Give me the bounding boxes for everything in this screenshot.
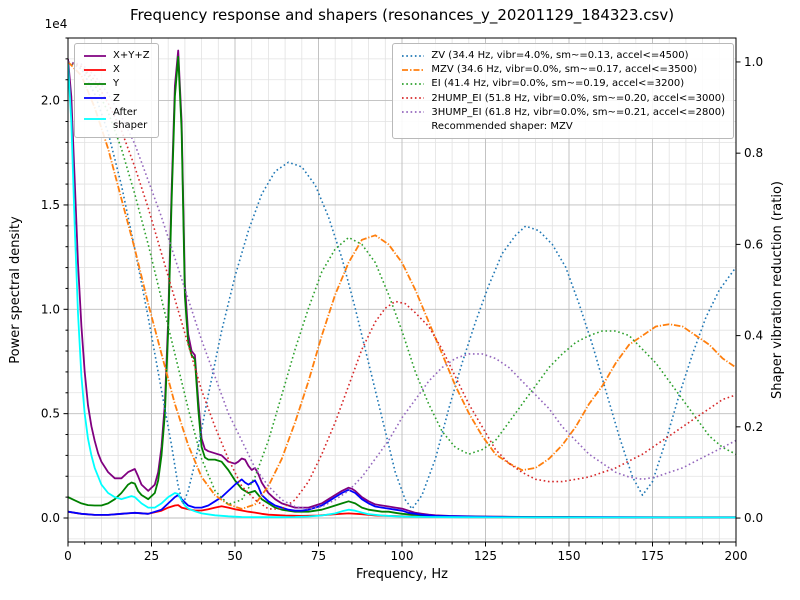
legend-label-zv: ZV (34.4 Hz, vibr=4.0%, sm~=0.13, accel<…	[431, 50, 689, 61]
curve-zv	[68, 61, 736, 510]
y-left-tick-label: 1.5	[41, 198, 60, 212]
legend-label-after-shaper: After shaper	[113, 106, 148, 131]
legend-item-z: Z	[83, 92, 150, 105]
legend-item-y: Y	[83, 77, 150, 90]
legend-label-3hump-ei: 3HUMP_EI (61.8 Hz, vibr=0.0%, sm~=0.21, …	[431, 106, 725, 118]
y-left-tick-label: 2.0	[41, 94, 60, 108]
y-left-offset-text: 1e4	[45, 17, 68, 31]
legend-label-z: Z	[113, 92, 120, 104]
legend-shapers: ZV (34.4 Hz, vibr=4.0%, sm~=0.13, accel<…	[392, 43, 734, 140]
x-line-sample	[84, 68, 106, 71]
y-line-sample	[84, 83, 106, 85]
x-axis-label: Frequency, Hz	[356, 567, 448, 582]
legend-item-xyz: X+Y+Z	[83, 49, 150, 62]
mzv-line-sample	[402, 68, 425, 71]
curve-x+y+z	[68, 49, 736, 519]
y-right-tick-label: 0.6	[744, 237, 763, 251]
x-tick-label: 25	[144, 549, 159, 563]
legend-spacer	[401, 122, 425, 132]
y-left-axis-label: Power spectral density	[8, 216, 23, 364]
legend-item-2hump-ei: 2HUMP_EI (51.8 Hz, vibr=0.0%, sm~=0.20, …	[401, 92, 725, 105]
curve-y	[68, 55, 736, 519]
legend-label-x: X	[113, 64, 120, 76]
legend-item-zv: ZV (34.4 Hz, vibr=4.0%, sm~=0.13, accel<…	[401, 49, 725, 62]
x-tick-label: 0	[64, 549, 72, 563]
curve-3hump-ei	[68, 61, 736, 510]
y-right-tick-label: 0.0	[744, 511, 763, 525]
2hump-ei-line-sample	[402, 97, 425, 100]
y-left-tick-label: 1.0	[41, 302, 60, 316]
x-tick-label: 200	[725, 549, 748, 563]
curve-after-shaper	[68, 62, 736, 519]
legend-item-x: X	[83, 63, 150, 76]
xyz-line-sample	[84, 54, 106, 57]
x-tick-label: 50	[227, 549, 242, 563]
legend-item-3hump-ei: 3HUMP_EI (61.8 Hz, vibr=0.0%, sm~=0.21, …	[401, 106, 725, 119]
tick-labels: 0 25 50 75 100 125 150 175 200 0.0 0.5 1.0 1.5 2.0 0.0…	[41, 55, 763, 563]
zv-line-sample	[402, 54, 425, 57]
curve-z	[68, 478, 736, 519]
ei-line-sample	[402, 83, 425, 85]
curves	[68, 49, 736, 519]
legend-label-recommended-shaper: Recommended shaper: MZV	[431, 120, 573, 132]
x-tick-label: 150	[558, 549, 581, 563]
after-shaper-line-sample	[84, 118, 106, 120]
legend-psd: X+Y+Z X Y Z After shaper	[74, 43, 159, 139]
legend-label-y: Y	[113, 78, 120, 90]
curve-mzv	[68, 61, 736, 510]
y-left-tick-label: 0.5	[41, 407, 60, 421]
legend-item-recommended-shaper: Recommended shaper: MZV	[401, 120, 725, 133]
y-right-tick-label: 1.0	[744, 55, 763, 69]
y-left-tick-label: 0.0	[41, 511, 60, 525]
legend-label-xyz: X+Y+Z	[113, 50, 150, 61]
y-right-tick-label: 0.4	[744, 329, 763, 343]
x-tick-label: 125	[474, 549, 497, 563]
x-tick-label: 75	[311, 549, 326, 563]
legend-item-mzv: MZV (34.6 Hz, vibr=0.0%, sm~=0.17, accel…	[401, 63, 725, 76]
legend-label-mzv: MZV (34.6 Hz, vibr=0.0%, sm~=0.17, accel…	[431, 64, 698, 76]
y-right-axis-label: Shaper vibration reduction (ratio)	[770, 181, 785, 399]
z-line-sample	[84, 97, 106, 100]
x-tick-label: 100	[391, 549, 414, 563]
legend-item-after-shaper: After shaper	[83, 106, 150, 132]
y-right-tick-label: 0.8	[744, 146, 763, 160]
3hump-ei-line-sample	[402, 111, 425, 114]
ticks	[63, 37, 741, 547]
chart-title: Frequency response and shapers (resonanc…	[129, 6, 675, 24]
x-tick-label: 175	[641, 549, 664, 563]
legend-item-ei: EI (41.4 Hz, vibr=0.0%, sm~=0.19, accel<…	[401, 77, 725, 90]
legend-label-2hump-ei: 2HUMP_EI (51.8 Hz, vibr=0.0%, sm~=0.20, …	[431, 92, 725, 104]
y-right-tick-label: 0.2	[744, 420, 763, 434]
legend-label-ei: EI (41.4 Hz, vibr=0.0%, sm~=0.19, accel<…	[431, 78, 685, 90]
